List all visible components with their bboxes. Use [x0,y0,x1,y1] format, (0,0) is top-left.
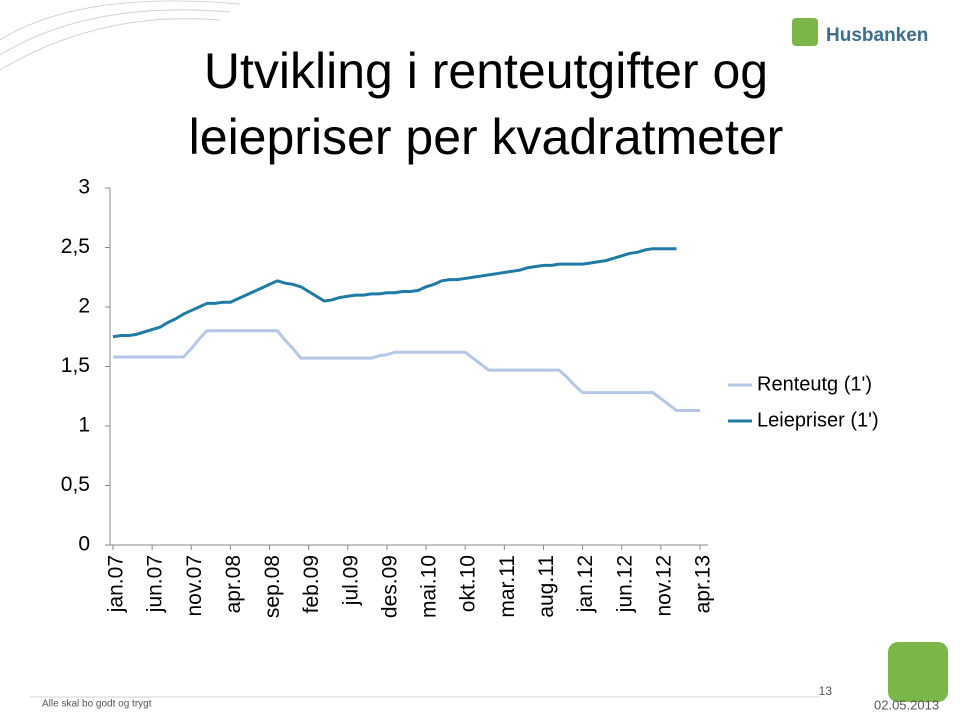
x-tick-label: nov.07 [183,555,206,617]
data-line [112,247,677,339]
logo-text: Husbanken [826,25,928,46]
y-tick-label: 1 [78,414,90,437]
x-tick-label: okt.10 [457,555,480,612]
y-tick-label: 2 [78,295,90,318]
x-tick-label: aug.11 [535,555,558,618]
x-tick-label: mar.11 [496,555,519,618]
x-tick-label: feb.09 [300,555,323,613]
date: 02.05.2013 [874,697,939,712]
y-tick-label: 1,5 [61,354,90,377]
x-tick-label: apr.08 [222,555,245,613]
chart-title: leiepriser per kvadratmeter [189,109,784,165]
data-line [113,329,700,413]
legend-label: Renteutg (1') [757,373,872,395]
x-tick-label: jun.12 [613,555,636,613]
x-tick-label: jan.12 [574,555,597,613]
footer: Alle skal bo godt og trygt [42,699,152,710]
y-tick-label: 0 [78,533,90,556]
x-tick-label: jun.07 [144,555,167,613]
x-tick-label: sep.08 [261,555,284,618]
x-tick-label: jan.07 [105,555,128,613]
y-tick-label: 2,5 [61,235,90,258]
logo: Husbanken [792,18,928,46]
x-tick-label: jul.09 [339,555,362,606]
x-tick-label: des.09 [378,555,401,618]
x-tick-label: mai.10 [418,555,441,618]
x-tick-label: nov.12 [652,555,675,617]
decoration [0,0,241,71]
x-tick-label: apr.13 [692,555,715,613]
y-tick-label: 3 [78,176,90,199]
page-number: 13 [819,684,833,698]
y-tick-label: 0,5 [61,473,90,496]
footer-logo [888,642,948,702]
chart-title: Utvikling i renteutgifter og [204,43,768,99]
legend-label: Leiepriser (1') [757,409,879,431]
